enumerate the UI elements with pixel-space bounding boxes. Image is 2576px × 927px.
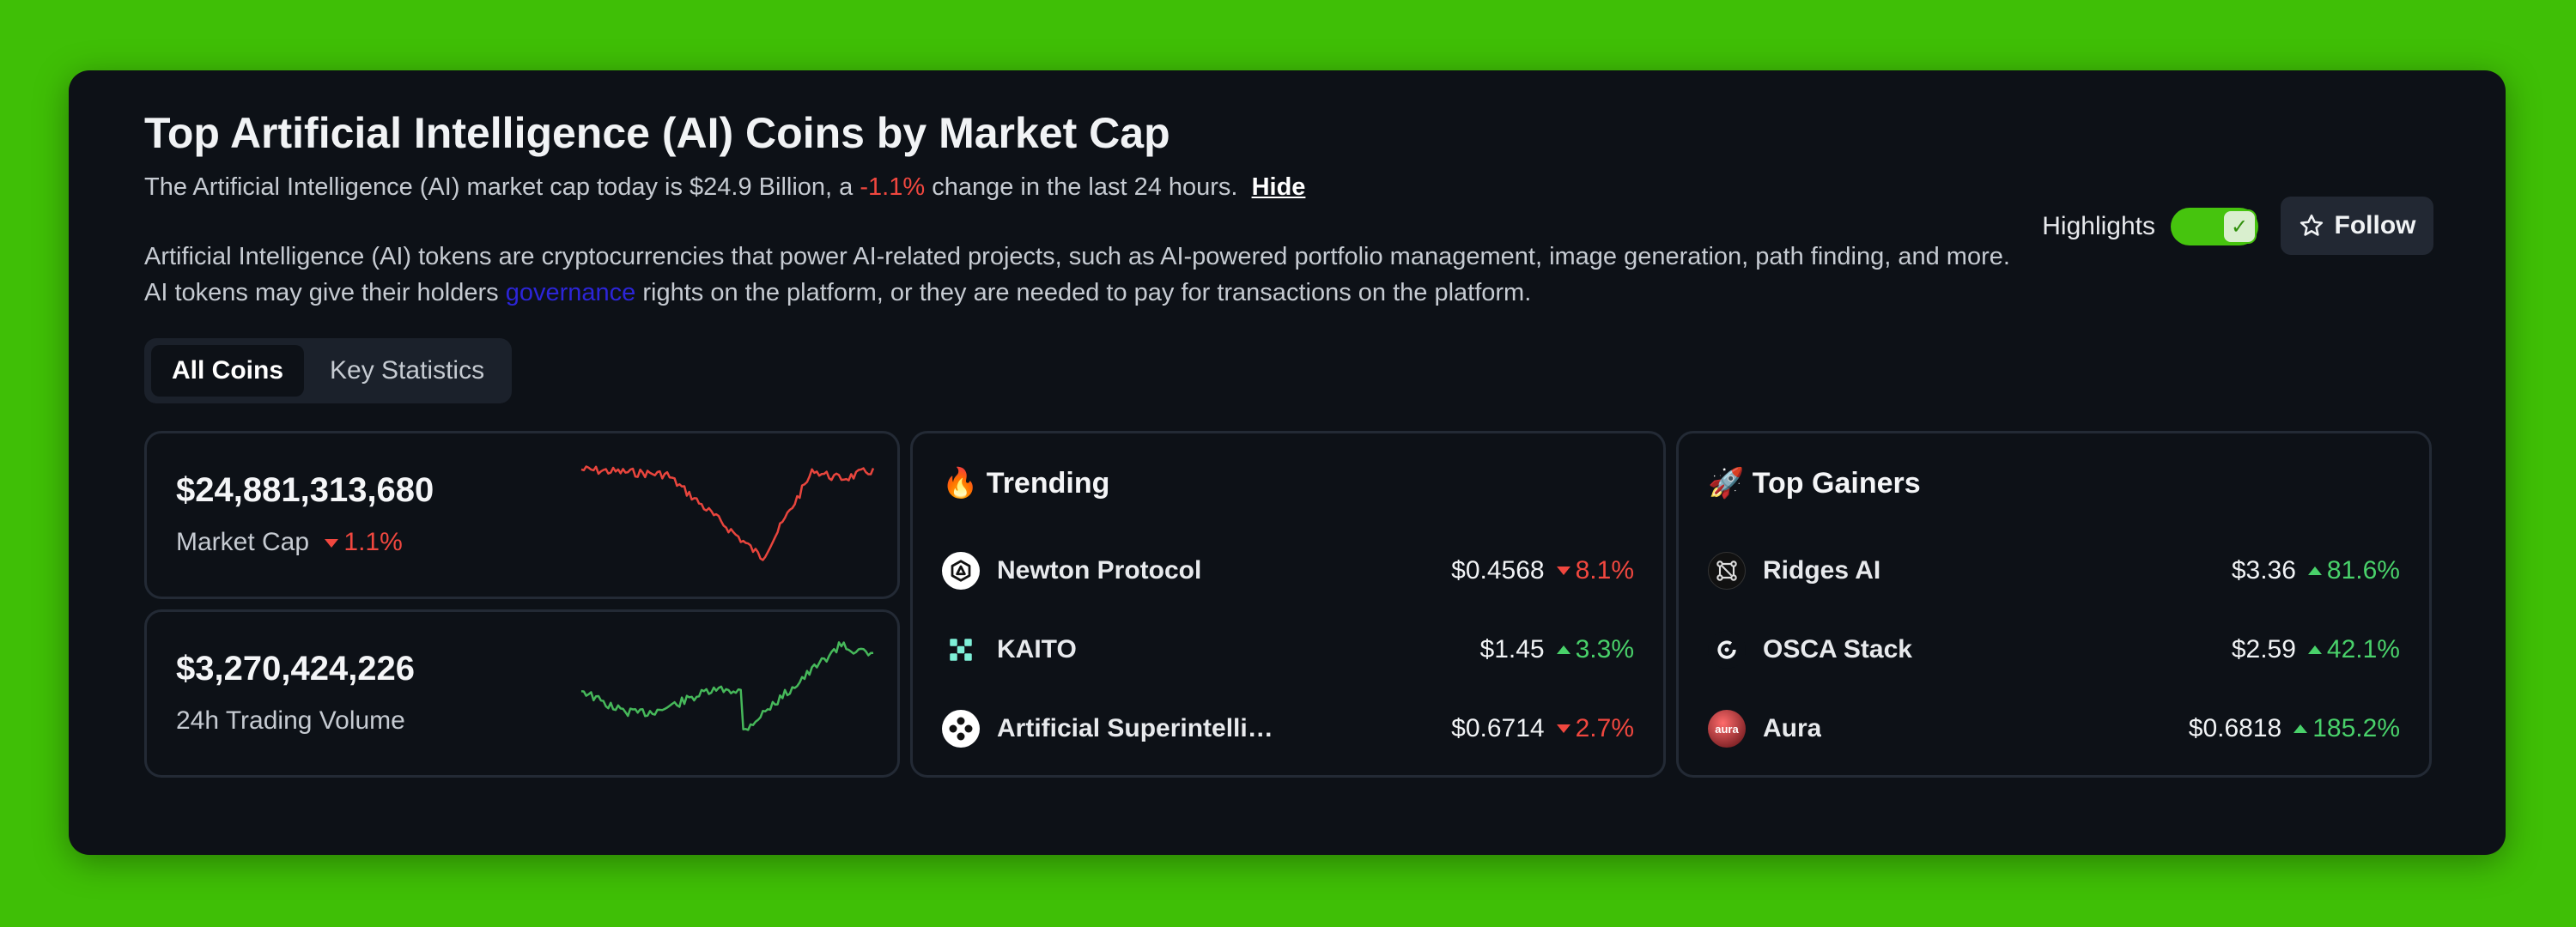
aura-icon: aura (1708, 710, 1746, 748)
highlights-label: Highlights (2042, 212, 2155, 240)
market-cap-sparkline (580, 465, 875, 561)
summary-prefix: The Artificial Intelligence (AI) market … (144, 173, 854, 201)
market-cap-label: Market Cap (176, 528, 310, 556)
trending-item[interactable]: Newton Protocol $0.4568 8.1% (942, 545, 1634, 597)
ai-coins-card: Top Artificial Intelligence (AI) Coins b… (69, 70, 2506, 855)
trending-panel: 🔥 Trending Newton Protocol $0.4568 8.1% … (910, 431, 1666, 778)
asi-alliance-icon (942, 710, 980, 748)
coin-name: Newton Protocol (997, 556, 1202, 585)
trading-volume-label-row: 24h Trading Volume (176, 706, 405, 736)
follow-button[interactable]: Follow (2281, 197, 2433, 255)
category-description: Artificial Intelligence (AI) tokens are … (144, 239, 2016, 311)
coin-quote: $0.6818 185.2% (2189, 714, 2400, 743)
trading-volume-label: 24h Trading Volume (176, 706, 405, 735)
hide-link[interactable]: Hide (1251, 173, 1306, 201)
caret-up-icon (2307, 645, 2322, 654)
summary-change: -1.1% (860, 173, 926, 201)
desc-part2: rights on the platform, or they are need… (642, 279, 1532, 306)
coin-name: Artificial Superintelligence Alliance (997, 714, 1280, 742)
gainer-item[interactable]: Ridges AI $3.36 81.6% (1708, 545, 2400, 597)
market-cap-change: 1.1% (325, 528, 403, 556)
follow-label: Follow (2334, 211, 2416, 239)
osca-stack-icon (1708, 631, 1746, 669)
coin-quote: $0.4568 8.1% (1451, 556, 1634, 585)
market-cap-panel: $24,881,313,680 Market Cap 1.1% (144, 431, 900, 599)
fire-icon: 🔥 (942, 467, 979, 500)
coin-name: KAITO (997, 635, 1077, 663)
coin-price: $2.59 (2231, 635, 2296, 663)
caret-down-icon (1556, 566, 1571, 575)
highlights-control: Highlights ✓ (2042, 208, 2258, 245)
coin-quote: $2.59 42.1% (2232, 635, 2400, 664)
coin-quote: $0.6714 2.7% (1451, 714, 1634, 743)
market-cap-change-value: 1.1% (343, 528, 403, 556)
trading-volume-value: $3,270,424,226 (176, 650, 416, 688)
market-summary: The Artificial Intelligence (AI) market … (144, 173, 1305, 202)
coin-price: $0.6818 (2188, 714, 2282, 742)
caret-down-icon (325, 539, 339, 548)
trading-volume-sparkline (580, 641, 874, 731)
coin-name: OSCA Stack (1763, 635, 1912, 663)
caret-up-icon (1556, 645, 1571, 654)
coin-quote: $1.45 3.3% (1480, 635, 1634, 664)
coin-change: 3.3% (1575, 635, 1634, 663)
top-gainers-panel: 🚀 Top Gainers Ridges AI $3.36 81.6% OSCA… (1676, 431, 2432, 778)
market-cap-label-row: Market Cap 1.1% (176, 528, 403, 557)
coin-name: Aura (1763, 714, 1822, 742)
rocket-icon: 🚀 (1708, 467, 1745, 500)
trending-title-text: Trending (986, 467, 1110, 500)
check-icon: ✓ (2222, 209, 2257, 244)
coin-change: 42.1% (2326, 635, 2400, 663)
top-gainers-title-text: Top Gainers (1752, 467, 1921, 500)
coin-name: Ridges AI (1763, 556, 1881, 585)
desc-part1: Artificial Intelligence (AI) tokens are … (144, 243, 2010, 306)
coin-price: $3.36 (2231, 556, 2296, 585)
market-cap-value: $24,881,313,680 (176, 471, 434, 509)
coin-change: 81.6% (2326, 556, 2400, 585)
summary-suffix: change in the last 24 hours. (932, 173, 1238, 201)
caret-up-icon (2307, 566, 2322, 575)
tab-key-statistics[interactable]: Key Statistics (330, 356, 485, 385)
coin-change: 8.1% (1575, 556, 1634, 585)
coin-change: 2.7% (1575, 714, 1634, 742)
aura-icon-text: aura (1715, 722, 1739, 736)
star-icon (2300, 214, 2323, 236)
trading-volume-panel: $3,270,424,226 24h Trading Volume (144, 609, 900, 778)
caret-down-icon (1556, 724, 1571, 733)
coin-quote: $3.36 81.6% (2232, 556, 2400, 585)
gainer-item[interactable]: OSCA Stack $2.59 42.1% (1708, 624, 2400, 676)
coin-price: $0.4568 (1451, 556, 1545, 585)
caret-up-icon (2293, 724, 2308, 733)
coin-price: $1.45 (1479, 635, 1545, 663)
trending-item[interactable]: Artificial Superintelligence Alliance $0… (942, 703, 1634, 754)
trending-item[interactable]: KAITO $1.45 3.3% (942, 624, 1634, 676)
coin-change: 185.2% (2312, 714, 2400, 742)
newton-protocol-icon (942, 552, 980, 590)
governance-link[interactable]: governance (505, 279, 636, 306)
view-tabs: All Coins Key Statistics (144, 338, 513, 403)
highlights-toggle[interactable]: ✓ (2171, 208, 2258, 245)
tab-all-coins[interactable]: All Coins (151, 345, 305, 397)
top-gainers-title: 🚀 Top Gainers (1708, 466, 1921, 500)
page-title: Top Artificial Intelligence (AI) Coins b… (144, 109, 1170, 157)
gainer-item[interactable]: aura Aura $0.6818 185.2% (1708, 703, 2400, 754)
coin-price: $0.6714 (1451, 714, 1545, 742)
trending-title: 🔥 Trending (942, 466, 1109, 500)
ridges-ai-icon (1708, 552, 1746, 590)
kaito-icon (942, 631, 980, 669)
